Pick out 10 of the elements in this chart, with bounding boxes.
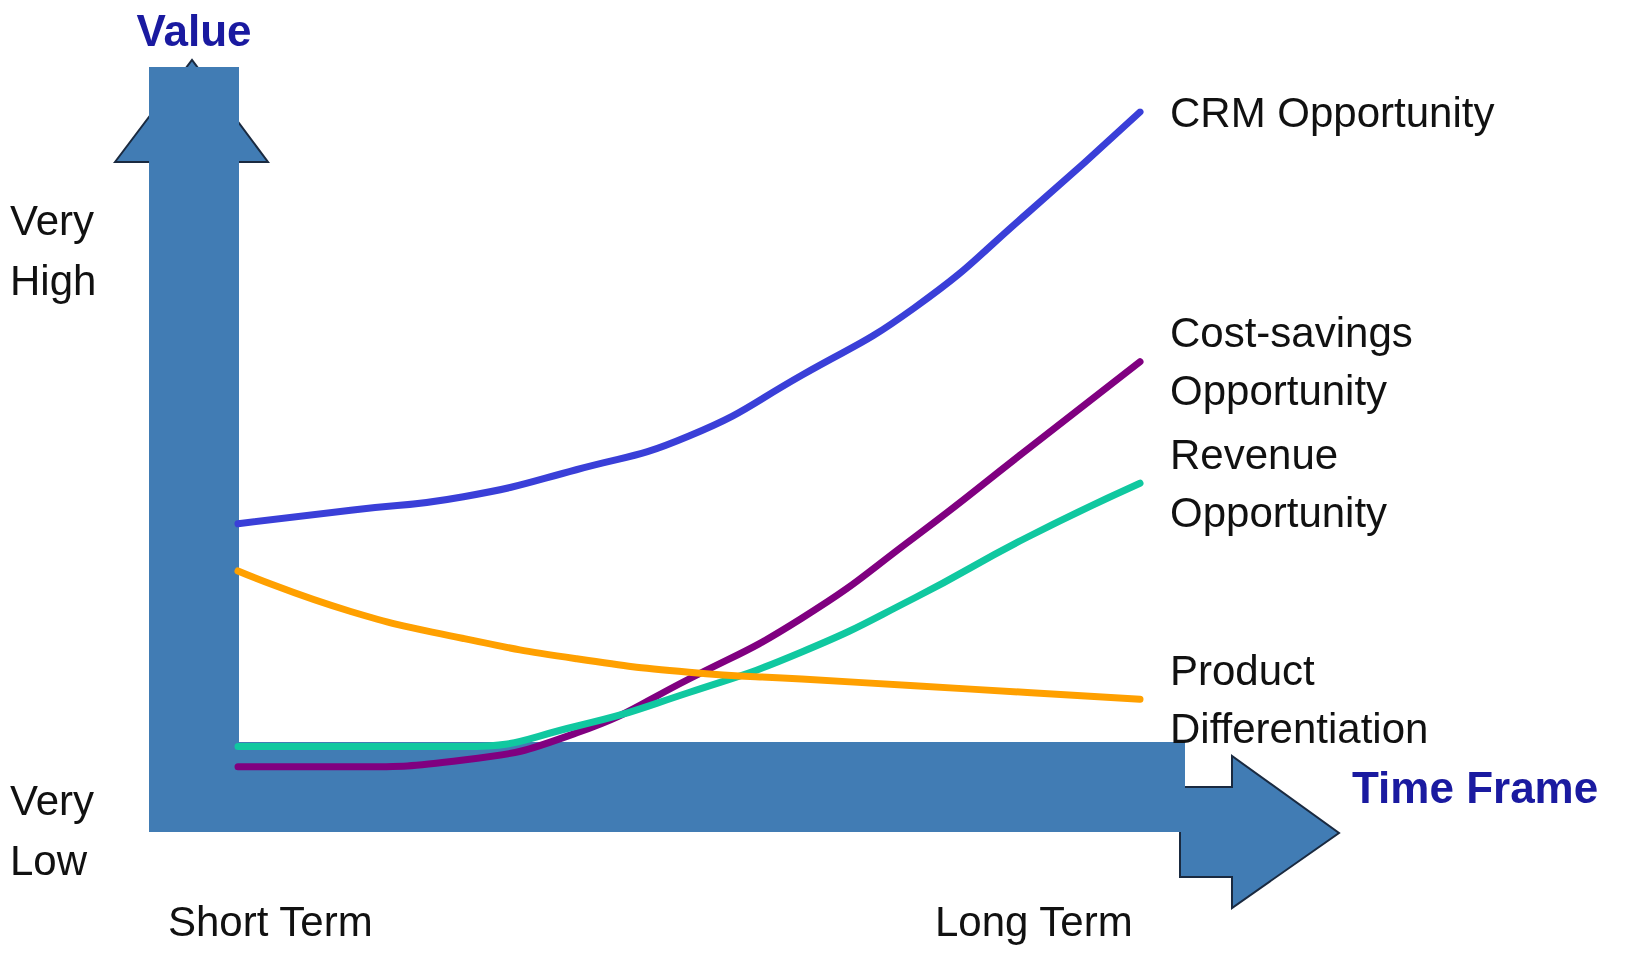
series-label: Product Differentiation: [1170, 646, 1429, 752]
text: Short Term: [168, 897, 373, 945]
series-label: Revenue Opportunity: [1170, 430, 1388, 536]
x-axis-title: Time Frame: [1352, 762, 1599, 812]
series-label: CRM Opportunity: [1170, 88, 1495, 136]
text: Very High: [10, 196, 106, 304]
text: Long Term: [935, 897, 1133, 945]
y-axis-title: Value: [136, 5, 252, 55]
series-label: Cost-savings Opportunity: [1170, 309, 1425, 415]
text: Very Low: [10, 776, 106, 884]
